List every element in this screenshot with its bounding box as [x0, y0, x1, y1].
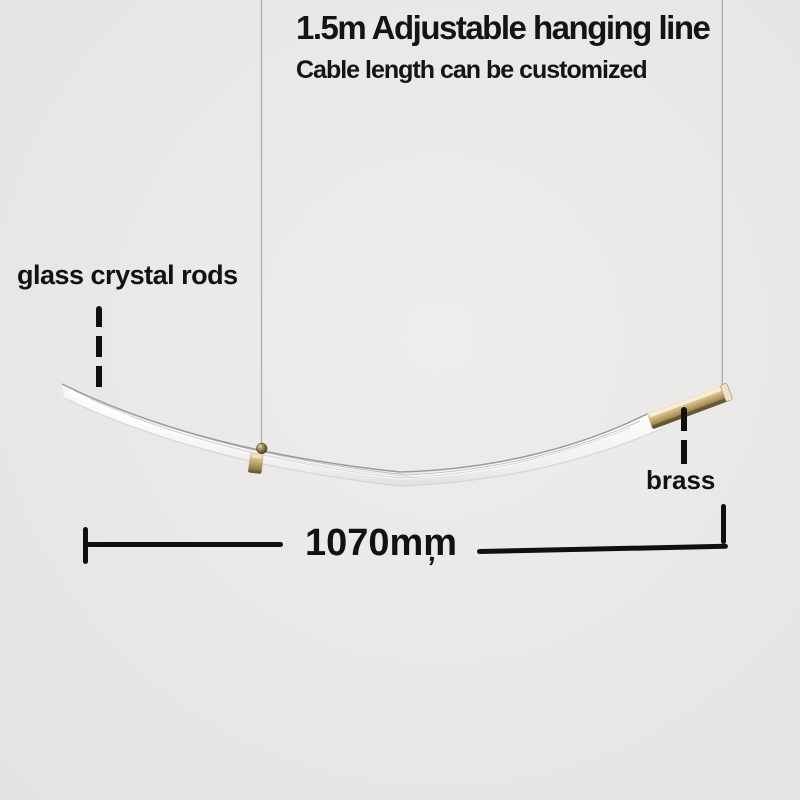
brass-leader-line [681, 407, 687, 467]
dimension-tick-right [721, 504, 726, 544]
brass-center-clamp [248, 451, 264, 474]
glass-rods-leader-line [96, 306, 102, 390]
page-subtitle: Cable length can be customized [296, 56, 648, 84]
dimension-label: 1070mm [304, 522, 458, 564]
dimension-line-left [86, 542, 283, 547]
page-title: 1.5m Adjustable hanging line [296, 9, 711, 46]
brass-label: brass [646, 465, 716, 495]
glass-rods-label: glass crystal rods [17, 260, 238, 290]
brass-bead [256, 442, 268, 455]
dimension-tick-left [83, 527, 88, 564]
glass-crystal-rod [61, 383, 664, 487]
brass-end-cap [647, 383, 733, 429]
